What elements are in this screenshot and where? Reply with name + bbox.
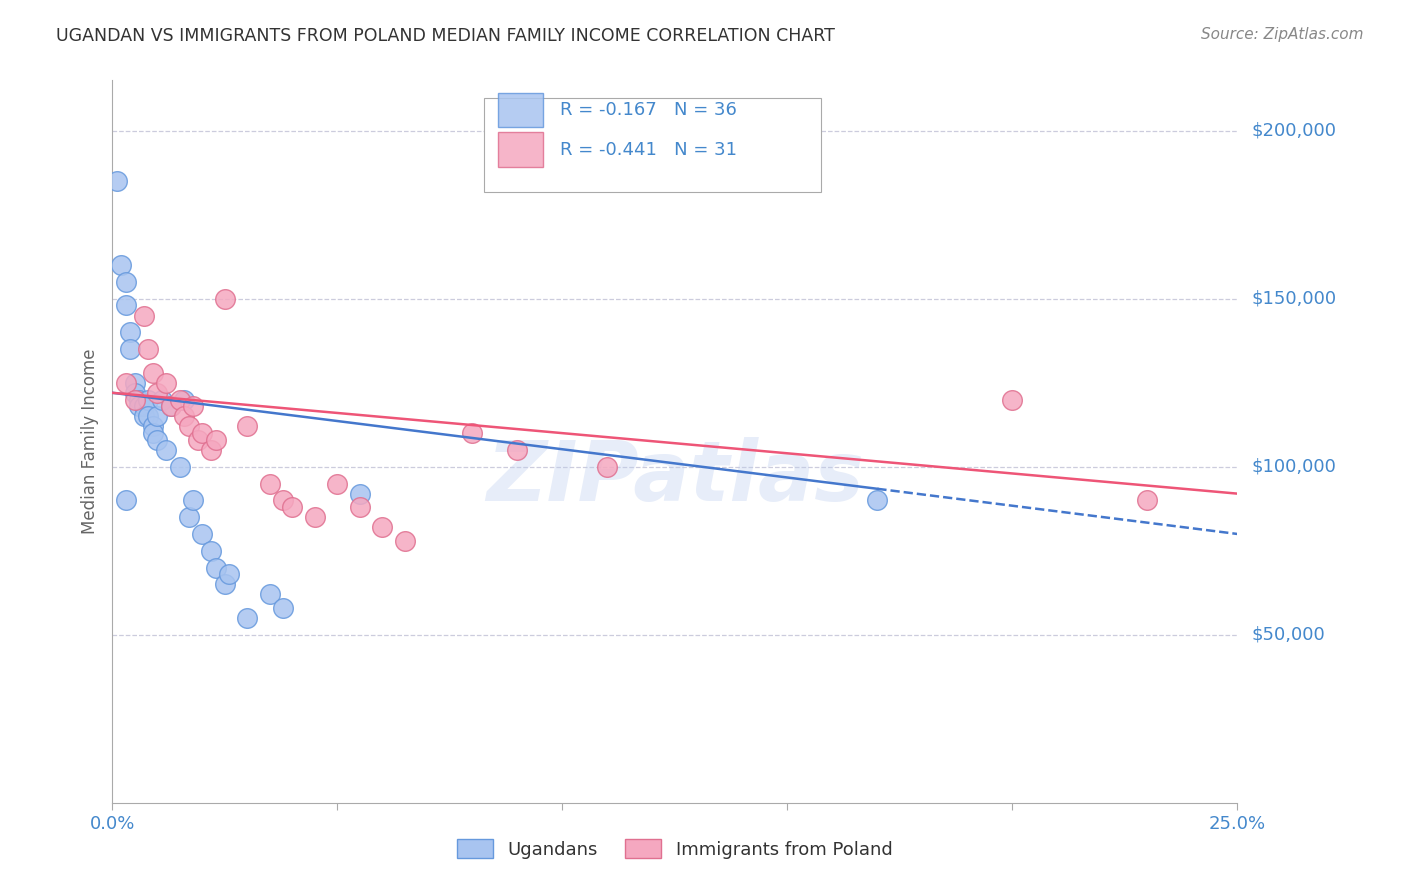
Point bbox=[326, 476, 349, 491]
Point bbox=[183, 493, 205, 508]
Point bbox=[132, 309, 155, 323]
Point bbox=[128, 392, 150, 407]
Point bbox=[124, 376, 146, 390]
Legend: Ugandans, Immigrants from Poland: Ugandans, Immigrants from Poland bbox=[450, 832, 900, 866]
Point bbox=[155, 376, 177, 390]
Point bbox=[259, 587, 281, 601]
Text: $150,000: $150,000 bbox=[1251, 290, 1336, 308]
Point bbox=[115, 376, 138, 390]
Point bbox=[236, 419, 259, 434]
Point bbox=[150, 392, 173, 407]
Point bbox=[169, 392, 191, 407]
Point bbox=[124, 385, 146, 400]
Text: $200,000: $200,000 bbox=[1251, 121, 1336, 140]
Point bbox=[146, 409, 169, 424]
Point bbox=[214, 292, 236, 306]
Point bbox=[160, 399, 183, 413]
Text: UGANDAN VS IMMIGRANTS FROM POLAND MEDIAN FAMILY INCOME CORRELATION CHART: UGANDAN VS IMMIGRANTS FROM POLAND MEDIAN… bbox=[56, 27, 835, 45]
Point bbox=[120, 326, 142, 340]
Point bbox=[142, 419, 165, 434]
Point bbox=[349, 500, 371, 514]
Point bbox=[200, 442, 222, 457]
Point bbox=[115, 298, 138, 312]
Point bbox=[200, 543, 222, 558]
Point bbox=[138, 342, 160, 356]
Point bbox=[142, 366, 165, 380]
Point bbox=[146, 385, 169, 400]
Point bbox=[105, 174, 128, 188]
Text: R = -0.441   N = 31: R = -0.441 N = 31 bbox=[560, 141, 737, 159]
Text: $50,000: $50,000 bbox=[1251, 626, 1324, 644]
Point bbox=[1001, 392, 1024, 407]
Point bbox=[120, 342, 142, 356]
Point bbox=[110, 258, 132, 272]
Point bbox=[177, 419, 200, 434]
Point bbox=[146, 433, 169, 447]
Point bbox=[115, 275, 138, 289]
Point bbox=[169, 459, 191, 474]
Point bbox=[132, 409, 155, 424]
Point bbox=[866, 493, 889, 508]
Point bbox=[394, 533, 416, 548]
Point bbox=[596, 459, 619, 474]
Point bbox=[236, 611, 259, 625]
Point bbox=[115, 493, 138, 508]
Point bbox=[273, 493, 295, 508]
Point bbox=[138, 409, 160, 424]
Point bbox=[214, 577, 236, 591]
Point bbox=[1136, 493, 1159, 508]
FancyBboxPatch shape bbox=[498, 132, 543, 167]
Y-axis label: Median Family Income: Median Family Income bbox=[80, 349, 98, 534]
Point bbox=[132, 399, 155, 413]
Point bbox=[142, 426, 165, 441]
Point bbox=[173, 392, 195, 407]
Point bbox=[205, 433, 228, 447]
Point bbox=[349, 486, 371, 500]
Point bbox=[205, 560, 228, 574]
Point bbox=[461, 426, 484, 441]
Text: R = -0.167   N = 36: R = -0.167 N = 36 bbox=[560, 101, 737, 119]
Point bbox=[506, 442, 529, 457]
Point bbox=[191, 527, 214, 541]
Point bbox=[218, 567, 240, 582]
Point bbox=[155, 442, 177, 457]
Point bbox=[259, 476, 281, 491]
Point bbox=[191, 426, 214, 441]
Point bbox=[138, 392, 160, 407]
Point bbox=[281, 500, 304, 514]
Text: Source: ZipAtlas.com: Source: ZipAtlas.com bbox=[1201, 27, 1364, 42]
Point bbox=[173, 409, 195, 424]
Point bbox=[124, 392, 146, 407]
Text: ZIPatlas: ZIPatlas bbox=[486, 437, 863, 518]
FancyBboxPatch shape bbox=[498, 93, 543, 128]
Point bbox=[273, 600, 295, 615]
Text: $100,000: $100,000 bbox=[1251, 458, 1336, 475]
Point bbox=[160, 399, 183, 413]
Point bbox=[371, 520, 394, 534]
Point bbox=[183, 399, 205, 413]
Point bbox=[128, 399, 150, 413]
Point bbox=[304, 510, 326, 524]
Point bbox=[187, 433, 209, 447]
FancyBboxPatch shape bbox=[484, 98, 821, 193]
Point bbox=[177, 510, 200, 524]
